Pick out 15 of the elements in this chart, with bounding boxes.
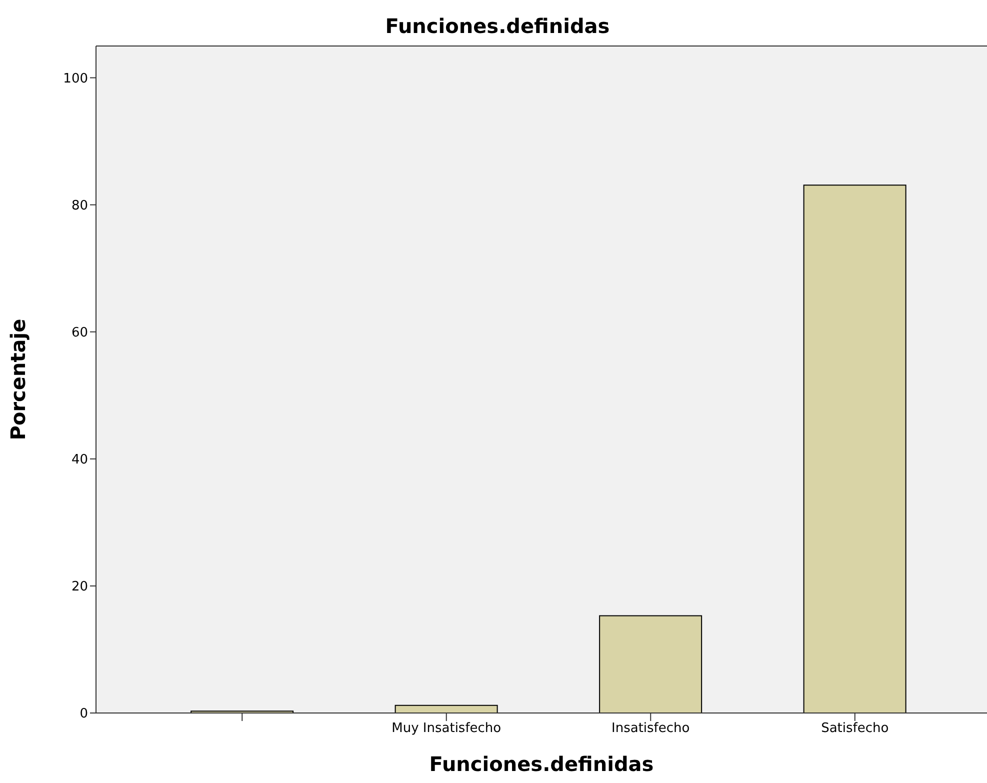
y-tick-label: 20	[71, 580, 88, 595]
x-tick-label: Satisfecho	[821, 721, 889, 736]
y-tick-label: 100	[63, 71, 88, 86]
x-tick-label: Insatisfecho	[612, 721, 690, 736]
bar	[394, 704, 498, 713]
x-tick-label: Muy Insatisfecho	[392, 721, 502, 736]
y-tick-label: 40	[71, 452, 88, 468]
bar	[803, 184, 906, 713]
y-tick-label: 80	[71, 198, 88, 214]
chart-title: Funciones.definidas	[384, 14, 611, 38]
x-axis-title: Funciones.definidas	[429, 752, 654, 776]
y-tick-label: 60	[71, 325, 88, 340]
y-tick-label: 0	[80, 706, 88, 722]
y-axis-title: Porcentaje	[6, 318, 30, 440]
bar	[599, 615, 702, 713]
